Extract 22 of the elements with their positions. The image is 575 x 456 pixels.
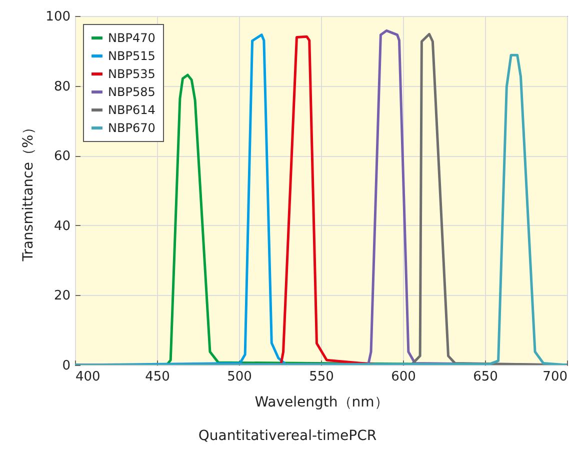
x-axis-title: Wavelength（nm）: [254, 394, 388, 410]
y-axis-title: Transmittance（%）: [20, 120, 37, 262]
legend-label: NBP470: [108, 31, 156, 45]
legend-label: NBP614: [108, 103, 156, 117]
legend-label: NBP585: [108, 85, 156, 99]
legend-label: NBP535: [108, 67, 156, 81]
y-tick-label: 0: [62, 358, 70, 374]
x-tick-label: 700: [542, 370, 568, 384]
y-tick-label: 40: [54, 218, 70, 234]
y-tick-label: 100: [46, 10, 70, 24]
x-tick-label: 450: [145, 370, 170, 384]
x-tick-label: 500: [227, 370, 252, 384]
y-tick-label: 20: [54, 288, 70, 304]
y-tick-label: 60: [54, 149, 70, 164]
x-tick-label: 400: [76, 370, 100, 384]
x-tick-label: 600: [391, 370, 416, 384]
text: Quantitativereal-timePCR: [197, 428, 378, 444]
x-tick-label: 650: [473, 370, 498, 384]
legend-label: NBP515: [108, 49, 156, 63]
x-tick-label: 550: [309, 370, 334, 384]
legend-label: NBP670: [108, 121, 156, 135]
y-tick-label: 80: [54, 79, 70, 94]
